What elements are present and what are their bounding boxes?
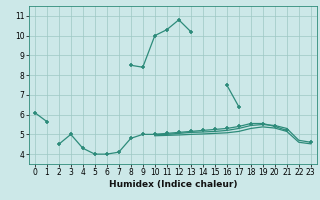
X-axis label: Humidex (Indice chaleur): Humidex (Indice chaleur) (108, 180, 237, 189)
